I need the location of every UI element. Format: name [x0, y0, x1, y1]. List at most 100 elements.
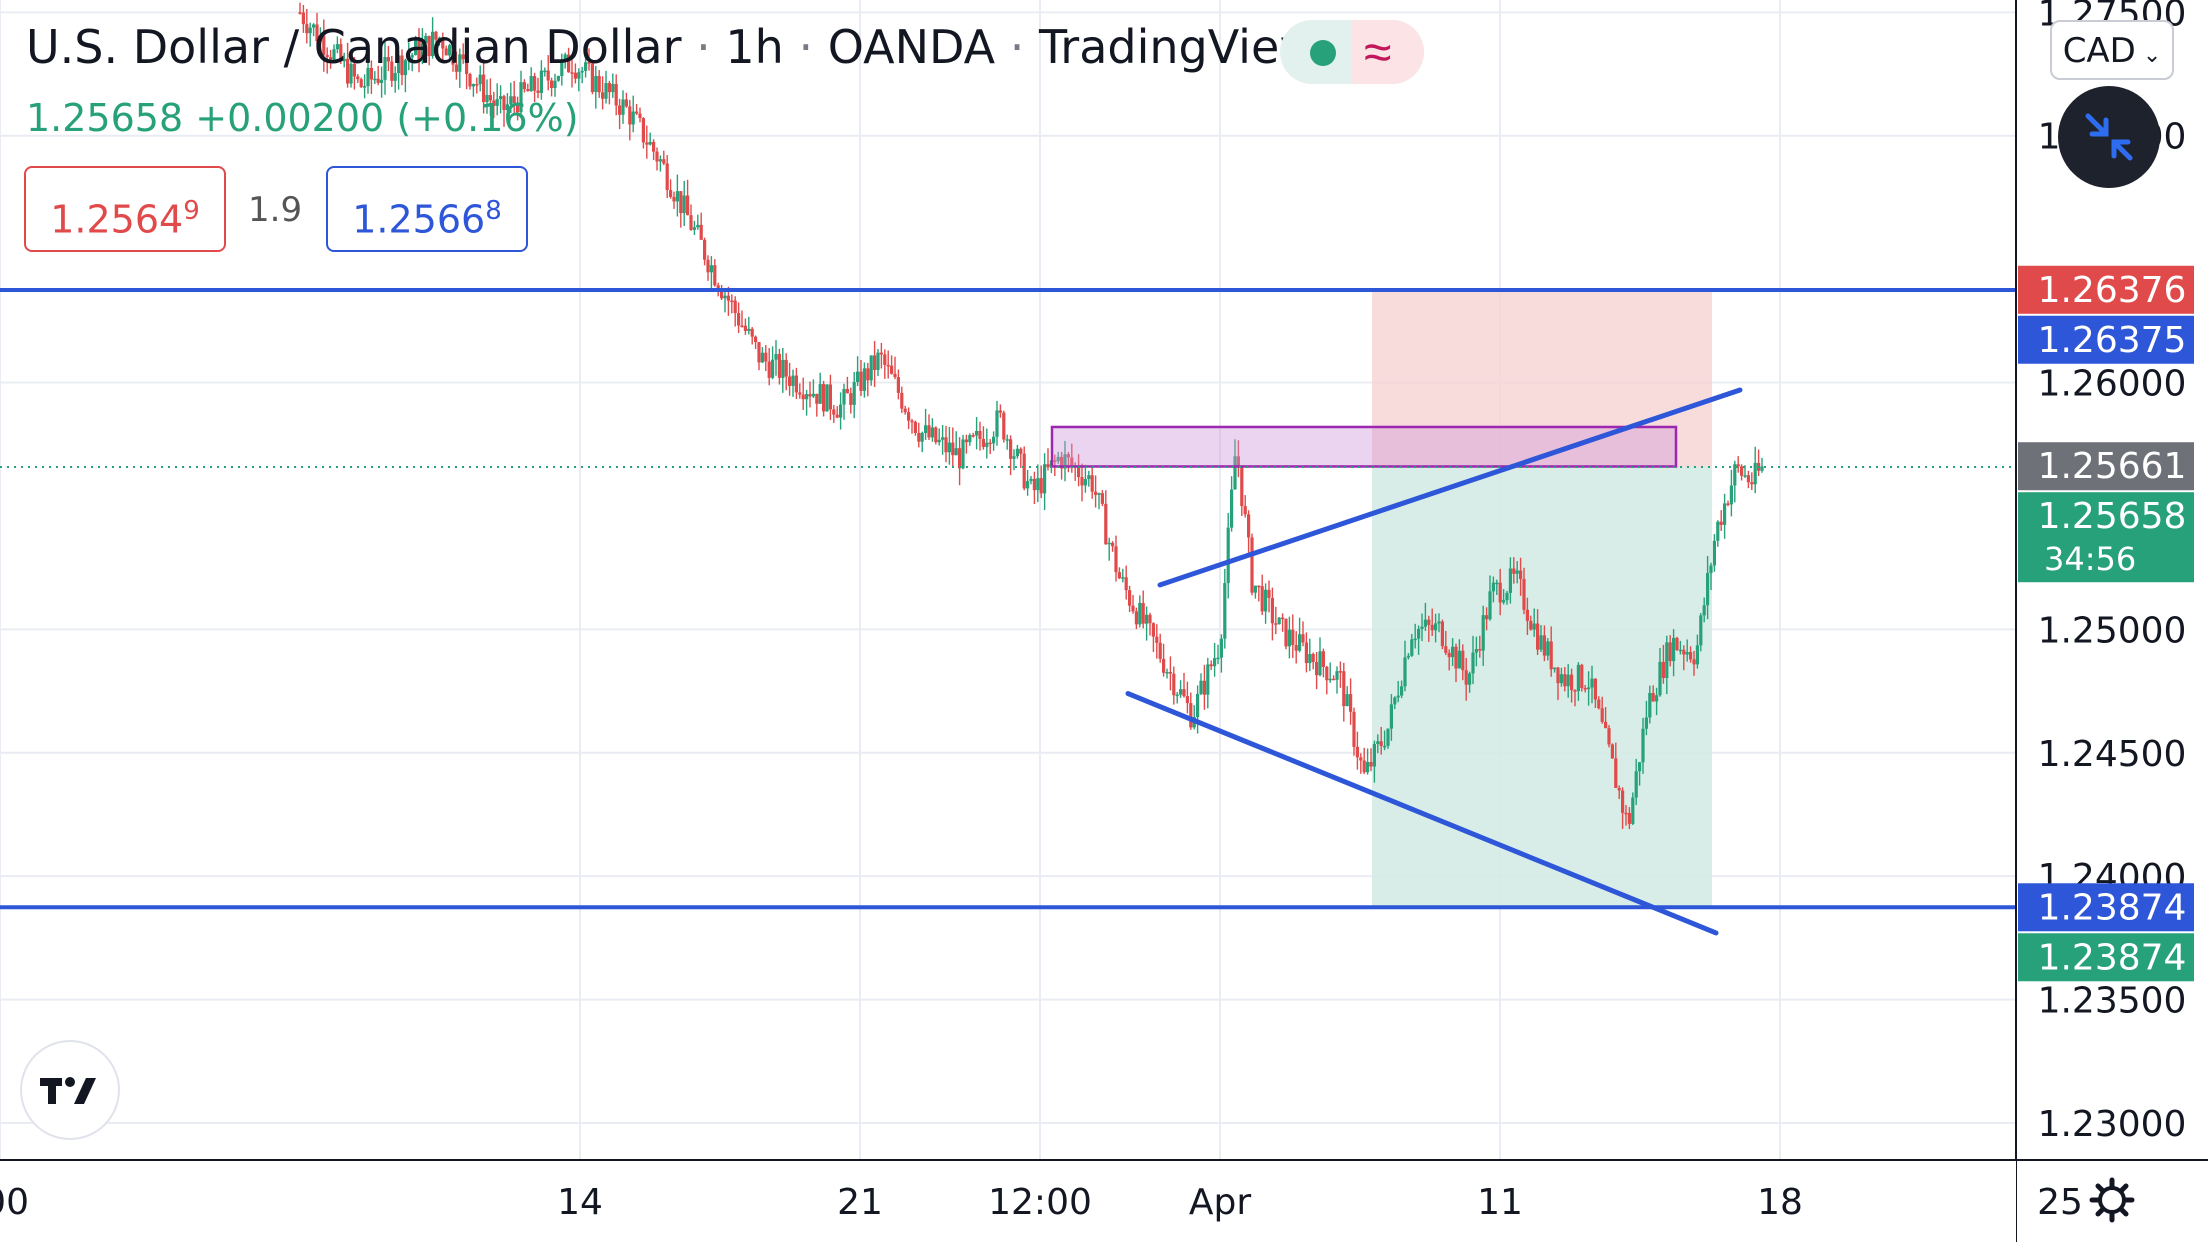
candle	[628, 106, 632, 125]
candle	[723, 295, 727, 299]
buy-button[interactable]: 1.25668	[326, 166, 528, 252]
candle	[1077, 466, 1081, 478]
price-change-row: 1.25658 +0.00200 (+0.16%)	[26, 96, 579, 140]
candle	[458, 54, 462, 72]
candle	[1434, 623, 1438, 631]
candle	[981, 438, 985, 447]
candle	[1437, 621, 1441, 624]
buy-price-sup: 8	[485, 196, 502, 226]
price-label-badge-0	[2018, 265, 2194, 314]
candle	[669, 190, 673, 197]
candle	[1389, 704, 1393, 729]
candle	[454, 64, 458, 72]
y-tick-label: 1.24500	[2038, 734, 2187, 775]
candle	[441, 37, 445, 49]
candle	[437, 37, 441, 40]
candle	[312, 24, 316, 28]
candle	[869, 355, 873, 381]
candle	[1185, 696, 1189, 704]
candle	[1257, 585, 1261, 588]
candle	[366, 67, 370, 87]
candle	[478, 74, 482, 85]
candle	[560, 61, 564, 77]
candle	[720, 290, 724, 299]
supply-zone-rect[interactable]	[1050, 425, 1678, 468]
candle	[971, 435, 975, 437]
candle	[1699, 615, 1703, 646]
take-profit-zone[interactable]	[1372, 466, 1712, 908]
candle	[1114, 546, 1118, 573]
candle	[580, 70, 584, 73]
candle	[1665, 642, 1669, 679]
tradingview-logo[interactable]	[20, 1040, 120, 1140]
candle	[1196, 693, 1200, 718]
candle	[1039, 478, 1043, 494]
candle	[1695, 645, 1699, 665]
settings-button[interactable]	[2088, 1176, 2136, 1224]
candle	[1155, 636, 1159, 643]
collapse-arrows-icon	[2085, 113, 2133, 161]
candle	[1417, 628, 1421, 639]
candle	[764, 352, 768, 362]
candle	[920, 432, 924, 442]
candle	[339, 44, 343, 62]
candle	[1345, 694, 1349, 707]
trend-line-upper[interactable]	[1157, 387, 1743, 588]
candle	[1264, 589, 1268, 612]
candle	[1352, 711, 1356, 747]
symbol-title[interactable]: U.S. Dollar / Canadian Dollar · 1h · OAN…	[26, 20, 1317, 74]
candle	[614, 83, 618, 106]
candle	[1481, 615, 1485, 651]
price-axis-panel[interactable]	[2016, 0, 2208, 1242]
candle	[1223, 583, 1227, 639]
y-tick-label: 1.25000	[2038, 610, 2187, 651]
candle	[811, 393, 815, 397]
candle	[740, 325, 744, 328]
candle	[410, 55, 414, 58]
candle	[1287, 629, 1291, 647]
candle	[1012, 456, 1016, 459]
candle	[760, 352, 764, 363]
currency-select[interactable]: CAD ⌄	[2050, 20, 2174, 80]
candle	[1583, 688, 1587, 690]
candle	[407, 57, 411, 61]
candle	[590, 63, 594, 92]
candle	[329, 57, 333, 60]
candle	[359, 79, 363, 88]
status-pill[interactable]: ≈	[1280, 20, 1424, 84]
candle	[1423, 619, 1427, 627]
candle	[509, 96, 513, 105]
candle	[526, 89, 530, 92]
candle	[1369, 761, 1373, 767]
sell-button[interactable]: 1.25649	[24, 166, 226, 252]
candle	[1525, 609, 1529, 621]
time-axis-panel[interactable]	[0, 1161, 2016, 1242]
candle	[1349, 694, 1353, 712]
candle	[1087, 475, 1091, 480]
candle	[1478, 649, 1482, 651]
candle	[461, 54, 465, 60]
candle	[1641, 728, 1645, 763]
candle	[1491, 582, 1495, 592]
candle	[1366, 761, 1370, 773]
candle	[1165, 671, 1169, 674]
candle	[1593, 678, 1597, 700]
candle	[1281, 617, 1285, 620]
candle	[791, 375, 795, 386]
candle	[842, 388, 846, 405]
interval-label[interactable]: 1h	[725, 20, 784, 74]
candle	[652, 141, 656, 152]
candle	[648, 141, 652, 145]
candle	[1413, 638, 1417, 641]
candle	[1151, 623, 1155, 637]
candle	[1209, 664, 1213, 667]
collapse-button[interactable]	[2058, 86, 2160, 188]
candle	[1274, 623, 1278, 625]
candle	[1141, 603, 1145, 624]
candle	[1427, 619, 1431, 625]
candle	[1539, 635, 1543, 650]
trend-line-lower[interactable]	[1125, 691, 1719, 936]
candle	[492, 100, 496, 106]
stop-loss-zone[interactable]	[1372, 289, 1712, 467]
